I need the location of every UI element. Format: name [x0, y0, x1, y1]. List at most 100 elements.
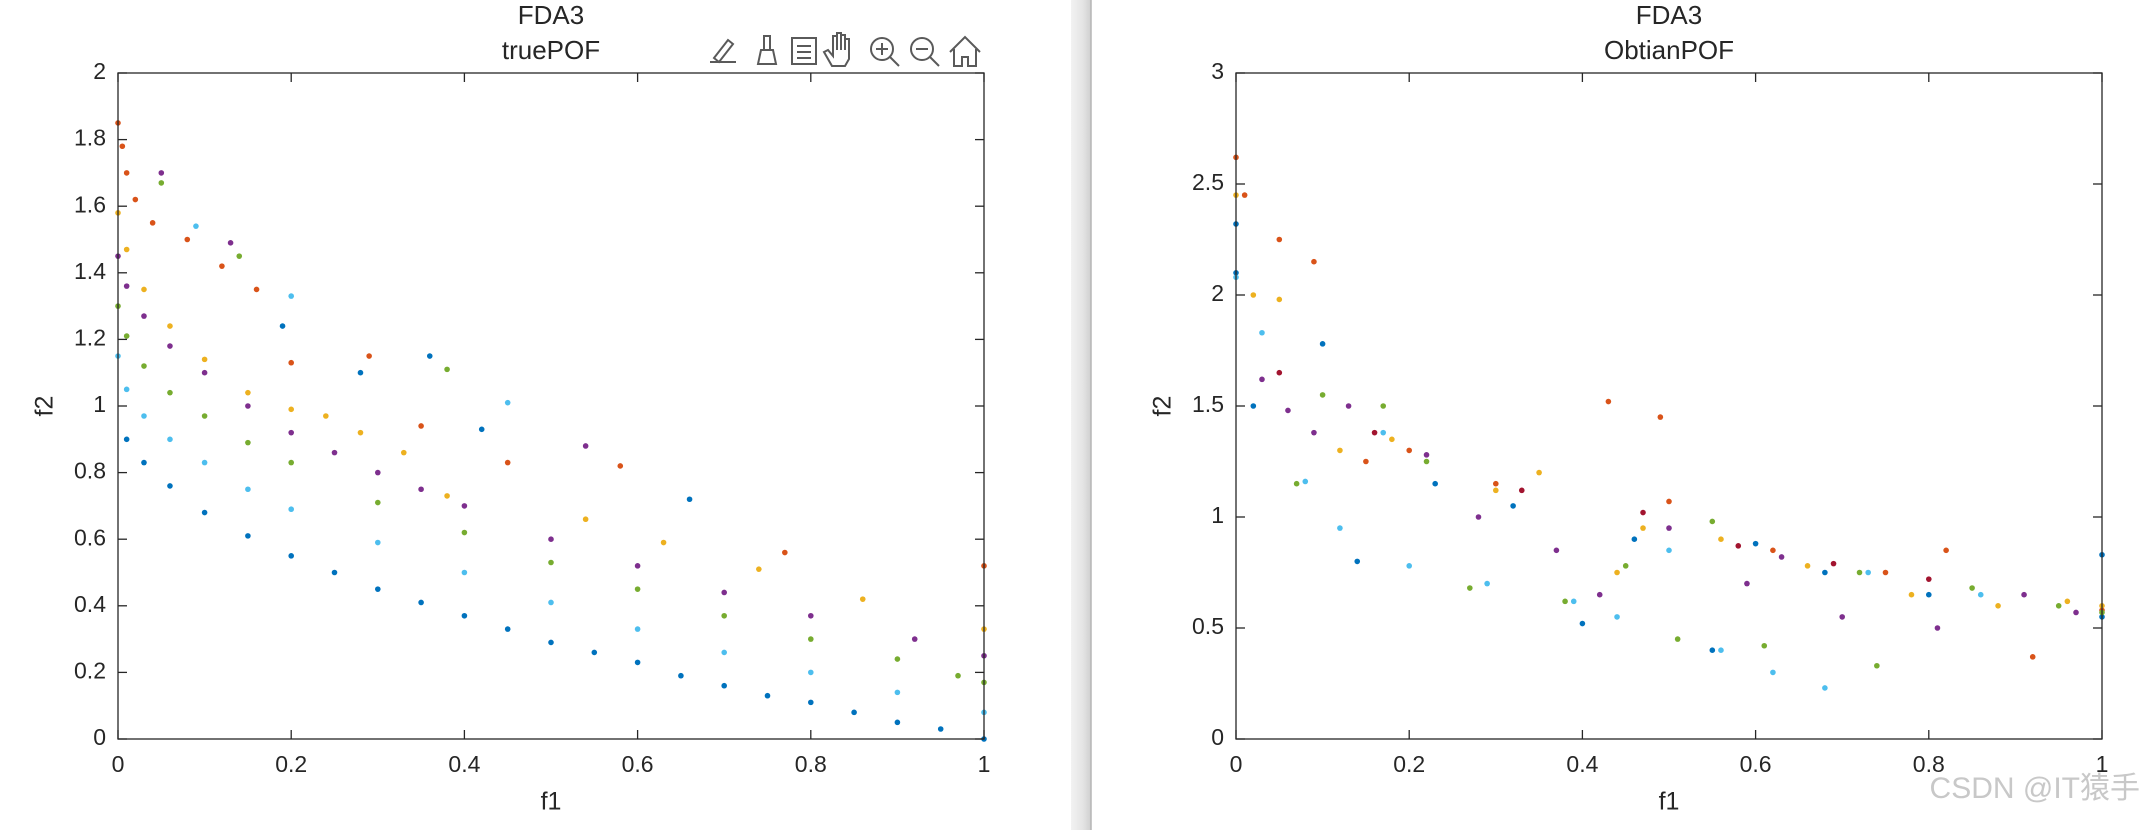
scatter-point: [288, 406, 295, 413]
x-tick-label: 0.2: [275, 751, 307, 777]
scatter-point: [1337, 447, 1343, 454]
scatter-point: [279, 323, 286, 329]
axes-box: [117, 72, 985, 740]
scatter-point: [149, 220, 156, 226]
chart-subtitle: ObtianPOF: [1604, 35, 1734, 65]
brush-icon[interactable]: [756, 35, 778, 65]
x-tick-label: 0.8: [795, 751, 827, 777]
y-tick-label: 0: [1211, 724, 1224, 750]
scatter-point: [1562, 598, 1568, 605]
scatter-point: [721, 649, 727, 656]
scatter-point: [1371, 429, 1378, 436]
scatter-point: [400, 449, 407, 456]
scatter-point: [1276, 236, 1283, 243]
scatter-point: [894, 689, 901, 696]
scatter-point: [1406, 447, 1412, 454]
scatter-point: [201, 369, 208, 376]
scatter-point: [1380, 429, 1387, 436]
scatter-point: [859, 596, 866, 602]
scatter-point: [1735, 543, 1742, 549]
scatter-point: [1614, 614, 1620, 620]
scatter-point: [1995, 603, 2001, 609]
scatter-point: [245, 403, 251, 409]
scatter-point: [418, 486, 424, 493]
scatter-point: [288, 429, 295, 436]
scatter-point: [331, 569, 338, 576]
y-tick-label: 3: [1211, 58, 1224, 84]
zoom-in-icon[interactable]: [870, 37, 900, 67]
y-tick-label: 1.4: [74, 258, 106, 284]
scatter-point: [894, 719, 901, 726]
scatter-point: [245, 486, 251, 493]
scatter-point: [1518, 487, 1525, 494]
scatter-point: [911, 636, 918, 642]
scatter-point: [288, 459, 295, 466]
scatter-point: [1839, 614, 1845, 620]
scatter-point: [1241, 192, 1248, 198]
scatter-point: [851, 709, 857, 716]
scatter-point: [1744, 580, 1750, 587]
scatter-point: [141, 363, 147, 369]
home-icon[interactable]: [949, 35, 981, 67]
scatter-point: [1363, 458, 1369, 465]
scatter-point: [461, 569, 468, 576]
y-tick-label: 0.2: [74, 657, 106, 683]
scatter-point: [548, 599, 554, 606]
datatip-icon[interactable]: [791, 37, 817, 65]
scatter-point: [1709, 647, 1716, 653]
scatter-point: [123, 246, 130, 253]
scatter-point: [461, 529, 468, 536]
y-tick-label: 0.6: [74, 524, 106, 550]
y-tick-label: 1.8: [74, 125, 106, 151]
y-tick-label: 1: [1211, 502, 1224, 528]
scatter-point: [375, 586, 381, 592]
scatter-point: [548, 536, 554, 542]
x-tick-label: 0.6: [1740, 751, 1772, 777]
scatter-point: [1250, 292, 1257, 298]
scatter-point: [1570, 598, 1577, 605]
export-icon[interactable]: [710, 38, 736, 64]
scatter-point: [634, 586, 641, 592]
scatter-point: [808, 612, 814, 619]
scatter-point: [1718, 536, 1724, 542]
y-tick-label: 2: [1211, 280, 1224, 306]
scatter-point: [444, 493, 450, 499]
scatter-point: [1666, 547, 1672, 554]
scatter-point: [1709, 518, 1716, 525]
scatter-point: [444, 366, 450, 373]
scatter-point: [375, 539, 381, 546]
scatter-point: [219, 263, 225, 269]
scatter-point: [132, 196, 139, 203]
scatter-point: [1605, 398, 1612, 405]
scatter-point: [721, 589, 727, 596]
scatter-point: [253, 286, 260, 293]
scatter-point: [1510, 503, 1516, 509]
scatter-point: [1943, 547, 1949, 554]
pan-icon[interactable]: [822, 32, 850, 67]
scatter-point: [167, 483, 173, 489]
scatter-point: [548, 559, 554, 566]
scatter-point: [245, 389, 251, 396]
scatter-point: [2073, 609, 2079, 616]
scatter-point: [955, 672, 961, 679]
scatter-point: [808, 669, 814, 676]
scatter-point: [245, 533, 251, 539]
chart-title: FDA3: [1636, 0, 1702, 30]
scatter-point: [288, 359, 295, 366]
x-tick-label: 0.4: [1566, 751, 1598, 777]
axes-toolbar[interactable]: [710, 32, 981, 67]
y-tick-label: 1.6: [74, 191, 106, 217]
scatter-point: [418, 599, 424, 606]
scatter-point: [1666, 498, 1672, 505]
scatter-point: [119, 143, 126, 150]
y-tick-label: 0.4: [74, 591, 106, 617]
scatter-point: [141, 313, 147, 319]
y-axis-label: f2: [1149, 396, 1177, 417]
scatter-point: [201, 413, 208, 419]
scatter-point: [808, 699, 814, 706]
scatter-point: [1977, 591, 1984, 598]
scatter-point: [1674, 636, 1681, 642]
axes: FDA3 ObtianPOF f1 f2 0 0.2 0.4 0.6 0.8 1 0 0.5 1 1.5 2…: [1149, 0, 2109, 816]
zoom-out-icon[interactable]: [910, 37, 940, 67]
